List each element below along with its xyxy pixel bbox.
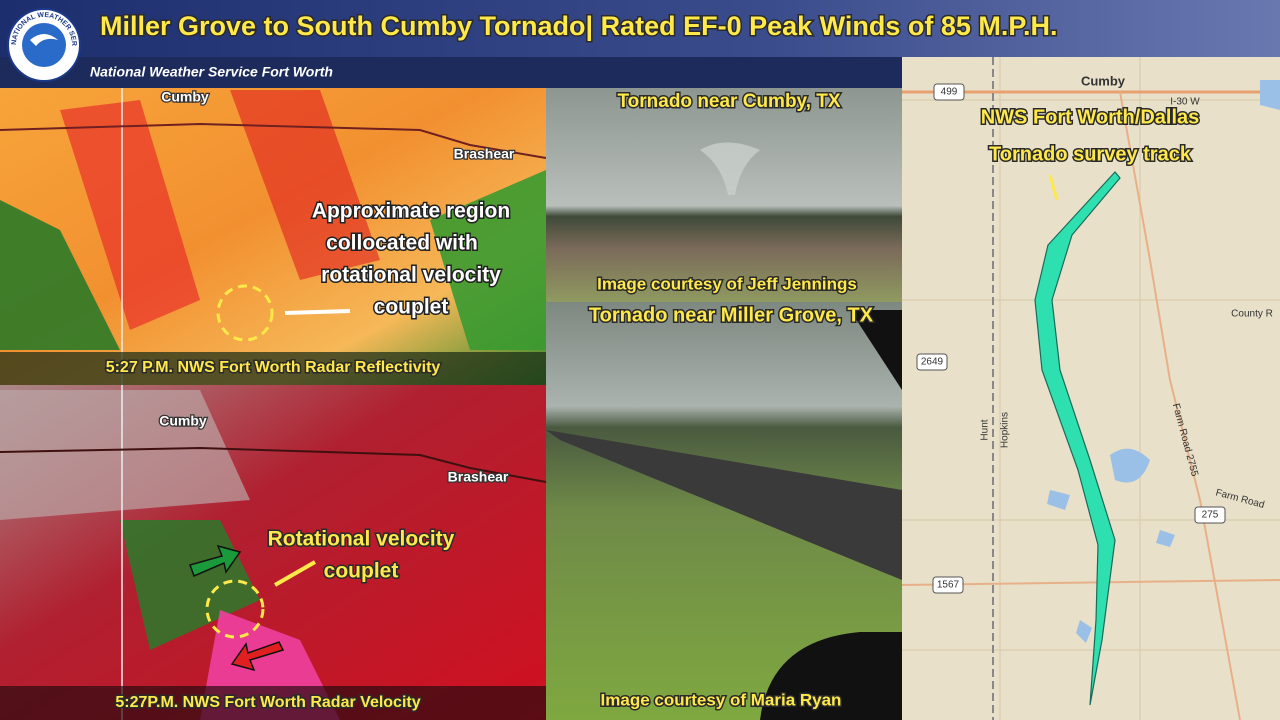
town-label: Brashear — [448, 469, 509, 485]
subtitle: National Weather Service Fort Worth — [90, 64, 333, 80]
window-frame — [850, 310, 902, 390]
outbound-arrow — [230, 641, 285, 672]
mirror — [760, 632, 902, 720]
annotation: collocated with — [326, 232, 478, 255]
road-label: 1567 — [937, 580, 960, 591]
reflectivity-panel — [0, 88, 547, 385]
road-label: 2649 — [921, 357, 944, 368]
map-title: NWS Fort Worth/Dallas — [981, 106, 1200, 128]
caption-band — [0, 352, 546, 385]
town-label: Brashear — [454, 146, 515, 162]
circle-marker — [216, 284, 274, 342]
caption-band — [0, 686, 546, 720]
road-shield — [933, 83, 965, 101]
road-shield — [1194, 506, 1226, 524]
county-label: Hopkins — [1000, 412, 1011, 448]
logo-cloud — [30, 34, 58, 46]
town-label: Cumby — [1081, 73, 1126, 88]
town-label: Cumby — [161, 89, 209, 105]
title: Miller Grove to South Cumby Tornado| Rat… — [100, 11, 1057, 41]
farm-road — [1119, 91, 1241, 720]
road-label: I-30 W — [1170, 97, 1200, 108]
map-title: Tornado survey track — [989, 143, 1192, 165]
annotation: couplet — [324, 560, 399, 583]
inbound-arrow — [189, 544, 242, 578]
tornado-track — [1034, 171, 1121, 706]
photo-cumby — [546, 88, 902, 302]
annotation: Rotational velocity — [268, 528, 455, 551]
map-background — [902, 57, 1280, 720]
town-label: Cumby — [159, 413, 207, 429]
pointer — [1048, 174, 1059, 201]
road-label: 499 — [941, 87, 958, 98]
annotation: rotational velocity — [321, 264, 501, 287]
road-shield — [916, 353, 948, 371]
photo-credit: Image courtesy of Maria Ryan — [601, 690, 842, 709]
logo-inner — [22, 23, 66, 67]
header-band — [0, 0, 1280, 57]
map-panel — [901, 57, 1280, 720]
photo-title: Tornado near Cumby, TX — [617, 91, 840, 112]
echo — [60, 100, 200, 330]
pointer — [274, 560, 316, 587]
echo — [0, 200, 120, 350]
circle-marker — [205, 579, 265, 639]
pointer — [284, 309, 351, 315]
echo — [430, 170, 546, 350]
subtitle-band — [0, 57, 902, 88]
caption: 5:27 P.M. NWS Fort Worth Radar Reflectiv… — [106, 359, 441, 376]
funnel — [700, 142, 760, 195]
highway — [0, 446, 547, 483]
road — [546, 430, 902, 580]
caption: 5:27P.M. NWS Fort Worth Radar Velocity — [115, 694, 420, 711]
road-label: County R — [1231, 309, 1273, 320]
annotation: couplet — [374, 296, 449, 319]
highway — [0, 122, 547, 159]
echo — [0, 390, 250, 520]
county-label: Hunt — [980, 419, 991, 440]
road-shield — [932, 576, 964, 594]
velocity-panel — [0, 385, 547, 720]
photo-credit: Image courtesy of Jeff Jennings — [597, 274, 857, 293]
photo-title: Tornado near Miller Grove, TX — [589, 304, 874, 326]
echo — [230, 90, 380, 280]
road-label: 275 — [1202, 510, 1219, 521]
annotation: Approximate region — [312, 200, 510, 223]
